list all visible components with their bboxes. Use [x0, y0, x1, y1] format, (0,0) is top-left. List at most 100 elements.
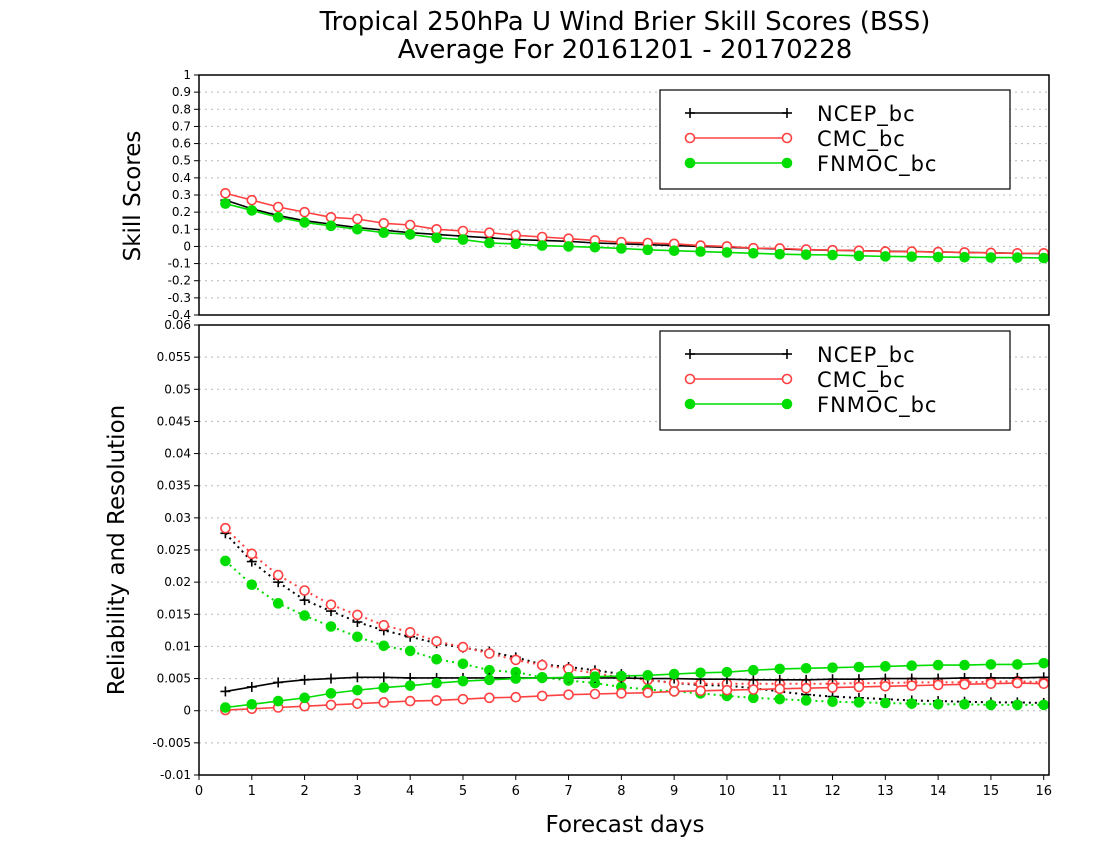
bottom-series-5-point [853, 661, 865, 673]
top-ytick-label: 0 [183, 239, 191, 253]
bottom-series-1-point [536, 659, 548, 671]
top-series-1-point [272, 201, 284, 213]
bottom-series-5-point [352, 684, 363, 696]
bottom-series-2-point [985, 699, 997, 711]
top-ytick-label: 0.9 [172, 85, 191, 99]
bottom-series-2-point [959, 698, 970, 710]
xtick-label: 2 [300, 784, 308, 799]
top-series-2-point [431, 232, 442, 244]
xtick-label: 10 [719, 784, 736, 799]
bottom-series-4-point [616, 688, 627, 699]
bottom-ytick-label: 0 [183, 704, 191, 718]
skill-score-panel: -0.4 -0.3 -0.2 -0.1 0 0.1 0.2 0.3 0.4 0.5 0.6 0.7 0.… [168, 68, 1050, 322]
bottom-series-4-point [959, 679, 970, 690]
top-ytick-label: 0.1 [172, 222, 191, 236]
top-series-1-point [299, 206, 310, 218]
bottom-series-5-point [748, 664, 759, 676]
xtick-label: 16 [1035, 784, 1052, 799]
bottom-ytick-label: 0.005 [157, 672, 191, 686]
bottom-ytick-label: 0.06 [164, 318, 191, 332]
bottom-series-line-1 [224, 527, 1044, 685]
bottom-series-5-point [589, 671, 601, 682]
bottom-series-4-point [378, 697, 390, 708]
bottom-legend-marker-1a [684, 373, 696, 385]
bottom-series-2-point [378, 640, 390, 652]
bottom-series-4-point [906, 680, 918, 691]
top-series-1-point [404, 219, 416, 231]
bottom-legend-marker-2b [781, 398, 793, 410]
top-series-1-point [325, 211, 337, 223]
top-ytick-label: 0.8 [172, 102, 191, 116]
top-series-2-point [800, 249, 812, 260]
top-series-2-point [563, 241, 574, 252]
bottom-series-4-point [325, 699, 337, 711]
bottom-series-4-point [827, 682, 838, 693]
top-legend-label-1: CMC_bc [817, 127, 906, 152]
bottom-series-4-point [880, 680, 891, 692]
bottom-series-5-point [220, 702, 231, 713]
bottom-series-4-point [774, 683, 786, 695]
top-legend-marker-2b [781, 157, 793, 169]
top-series-1-point [246, 194, 258, 206]
top-series-2-point [721, 247, 733, 258]
bottom-series-4-point [721, 684, 733, 696]
top-series-2-point [404, 229, 416, 240]
bottom-series-5-point [959, 659, 970, 671]
top-legend-marker-1b [781, 132, 793, 144]
xtick-label: 5 [459, 784, 467, 799]
top-series-1-point [484, 227, 495, 239]
bottom-series-4-point [510, 691, 522, 703]
top-series-2-point [880, 251, 891, 262]
bottom-series-2-point [352, 631, 363, 643]
top-series-2-point [853, 250, 865, 262]
bottom-series-1-point [272, 569, 284, 581]
bottom-series-5-point [272, 695, 284, 707]
bottom-ytick-label: 0.015 [157, 607, 191, 621]
top-ytick-label: 0.3 [172, 188, 191, 202]
xtick-label: 8 [617, 784, 625, 799]
top-series-2-point [748, 247, 759, 259]
bottom-legend-label-1: CMC_bc [817, 368, 906, 393]
bottom-series-4-point [404, 695, 416, 707]
bottom-plot-frame [198, 324, 1050, 776]
top-series-2-point [536, 240, 548, 251]
top-ytick-label: 0.7 [172, 119, 191, 133]
bottom-series-4-point [695, 685, 706, 697]
xtick-label: 1 [248, 784, 256, 799]
top-panel-ylabel: Skill Scores [120, 131, 146, 262]
xtick-label: 4 [406, 784, 414, 799]
x-axis-label: Forecast days [546, 812, 705, 838]
bottom-series-1-point [352, 609, 363, 621]
bottom-ytick-label: -0.005 [152, 736, 191, 750]
bottom-series-5-point [827, 662, 838, 673]
top-ytick-label: 0.2 [172, 205, 191, 219]
top-series-1-point [510, 229, 522, 241]
top-legend-label-0: NCEP_bc [817, 102, 916, 127]
bottom-ytick-label: 0.035 [157, 479, 191, 493]
top-series-2-point [695, 246, 706, 257]
top-series-1-point [457, 225, 469, 237]
bottom-series-2-point [774, 693, 786, 705]
chart-subtitle: Average For 20161201 - 20170228 [398, 35, 853, 65]
bottom-series-5-point [932, 659, 944, 671]
bottom-series-2-point [431, 653, 442, 665]
bottom-ytick-label: 0.05 [164, 382, 191, 396]
bottom-series-1-point [325, 599, 337, 610]
bottom-series-5-point [721, 666, 733, 678]
bottom-legend-box [659, 330, 1011, 431]
top-series-2-point [774, 248, 786, 260]
bottom-series-1-point [246, 548, 258, 560]
top-ytick-label: -0.1 [168, 257, 191, 271]
top-plot-frame [198, 74, 1050, 316]
bottom-series-5-point [563, 671, 574, 683]
top-ytick-label: 0.5 [172, 154, 191, 168]
bottom-ytick-label: 0.025 [157, 543, 191, 557]
top-legend-marker-1a [684, 132, 696, 144]
bottom-series-2-point [246, 579, 258, 591]
bottom-series-2-point [827, 696, 838, 708]
bottom-series-4-point [431, 695, 442, 706]
top-series-2-point [1038, 252, 1050, 264]
bottom-series-5-point [1012, 659, 1023, 670]
bottom-series-2-point [880, 697, 891, 709]
